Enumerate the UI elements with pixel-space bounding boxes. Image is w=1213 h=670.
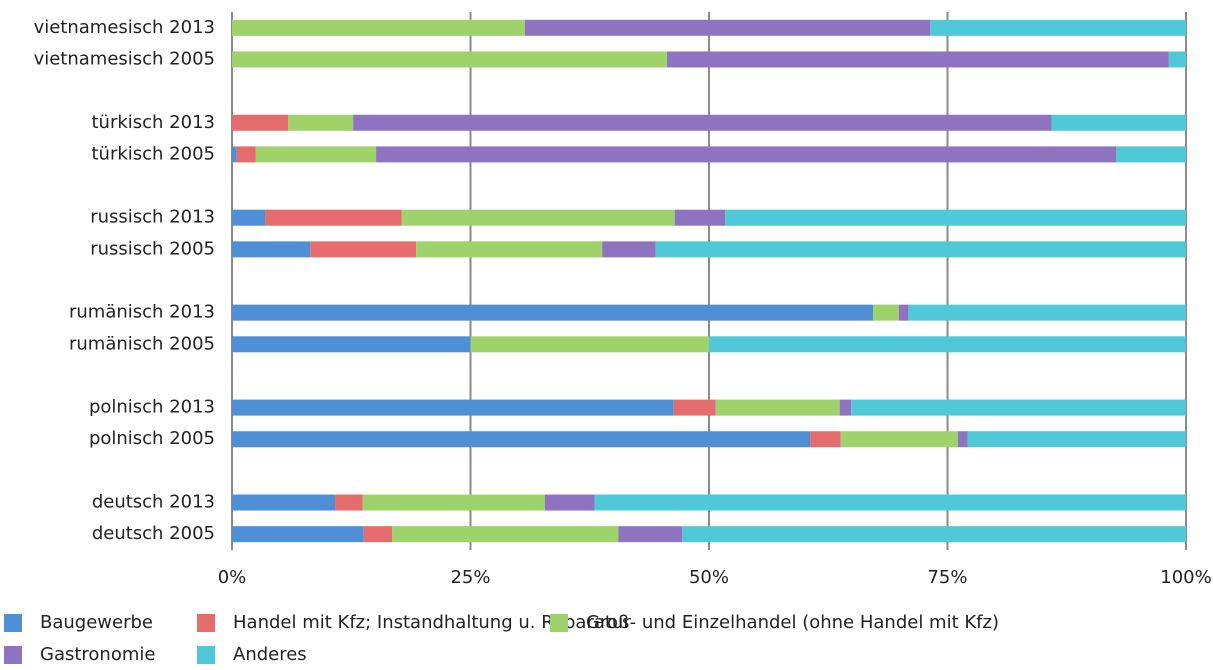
- bar-segment: [362, 494, 545, 511]
- x-tick-label: 0%: [218, 567, 247, 588]
- y-tick-label: rumänisch 2005: [69, 333, 215, 354]
- x-tick-label: 100%: [1160, 567, 1211, 588]
- bar-segment: [655, 241, 1186, 258]
- bar-segment: [232, 241, 311, 258]
- y-tick-label: deutsch 2013: [92, 492, 215, 513]
- x-tick-label: 75%: [927, 567, 967, 588]
- bar-segment: [709, 336, 1186, 353]
- bar-segment: [401, 209, 675, 226]
- legend-swatch: [197, 646, 215, 664]
- y-tick-label: rumänisch 2013: [69, 302, 215, 323]
- bar-segment: [602, 241, 656, 258]
- bar-segment: [715, 399, 840, 416]
- bar-segment: [470, 336, 709, 353]
- bar-segment: [594, 494, 1186, 511]
- y-tick-label: russisch 2005: [90, 238, 215, 259]
- bar-segment: [232, 209, 266, 226]
- bar-segment: [667, 51, 1169, 68]
- y-tick-label: türkisch 2013: [91, 112, 215, 133]
- bar-segment: [673, 399, 716, 416]
- y-tick-label: polnisch 2005: [89, 428, 215, 449]
- bar-segment: [930, 19, 1186, 36]
- bar-segment: [682, 526, 1186, 543]
- bar-segment: [618, 526, 683, 543]
- bar-segment: [255, 146, 377, 163]
- bar-segment: [265, 209, 402, 226]
- bar-segment: [232, 494, 336, 511]
- bar-segment: [232, 399, 674, 416]
- bar-segment: [236, 146, 256, 163]
- legend-swatch: [550, 614, 568, 632]
- bar-segment: [898, 304, 909, 321]
- bar-segment: [310, 241, 417, 258]
- bar-segment: [363, 526, 393, 543]
- bar-segment: [1116, 146, 1186, 163]
- bar-segment: [232, 304, 874, 321]
- bar-segment: [1168, 51, 1186, 68]
- bar-segment: [524, 19, 931, 36]
- bar-segment: [376, 146, 1117, 163]
- legend-label: Gastronomie: [40, 644, 155, 665]
- bar-segment: [810, 431, 841, 448]
- bar-segment: [416, 241, 603, 258]
- legend-label: Handel mit Kfz; Instandhaltung u. Repara…: [233, 612, 631, 633]
- bar-segment: [392, 526, 619, 543]
- bar-segment: [335, 494, 363, 511]
- bar-segment: [967, 431, 1186, 448]
- bar-segment: [725, 209, 1186, 226]
- bar-segment: [908, 304, 1186, 321]
- bar-segment: [232, 526, 364, 543]
- y-tick-label: polnisch 2013: [89, 397, 215, 418]
- legend-swatch: [4, 646, 22, 664]
- bar-segment: [232, 336, 471, 353]
- bar-segment: [232, 114, 289, 131]
- y-tick-label: vietnamesisch 2005: [34, 48, 215, 69]
- bar-segment: [232, 19, 525, 36]
- x-tick-label: 50%: [689, 567, 729, 588]
- bar-segment: [288, 114, 354, 131]
- y-tick-label: russisch 2013: [90, 207, 215, 228]
- y-tick-label: deutsch 2005: [92, 523, 215, 544]
- y-tick-label: türkisch 2005: [91, 143, 215, 164]
- bar-segment: [851, 399, 1186, 416]
- bar-segment: [840, 431, 958, 448]
- bar-segment: [839, 399, 852, 416]
- bar-segment: [232, 51, 668, 68]
- bar-segment: [873, 304, 899, 321]
- bar-segment: [232, 431, 811, 448]
- x-tick-label: 25%: [450, 567, 490, 588]
- legend-label: Anderes: [233, 644, 307, 665]
- legend-label: Groß- und Einzelhandel (ohne Handel mit …: [586, 612, 999, 633]
- bar-segment: [1051, 114, 1186, 131]
- legend-swatch: [4, 614, 22, 632]
- bar-segment: [353, 114, 1052, 131]
- y-tick-label: vietnamesisch 2013: [34, 17, 215, 38]
- legend-swatch: [197, 614, 215, 632]
- bar-segment: [232, 146, 237, 163]
- bar-segment: [544, 494, 595, 511]
- bar-segment: [674, 209, 726, 226]
- bar-segment: [957, 431, 968, 448]
- legend-label: Baugewerbe: [40, 612, 153, 633]
